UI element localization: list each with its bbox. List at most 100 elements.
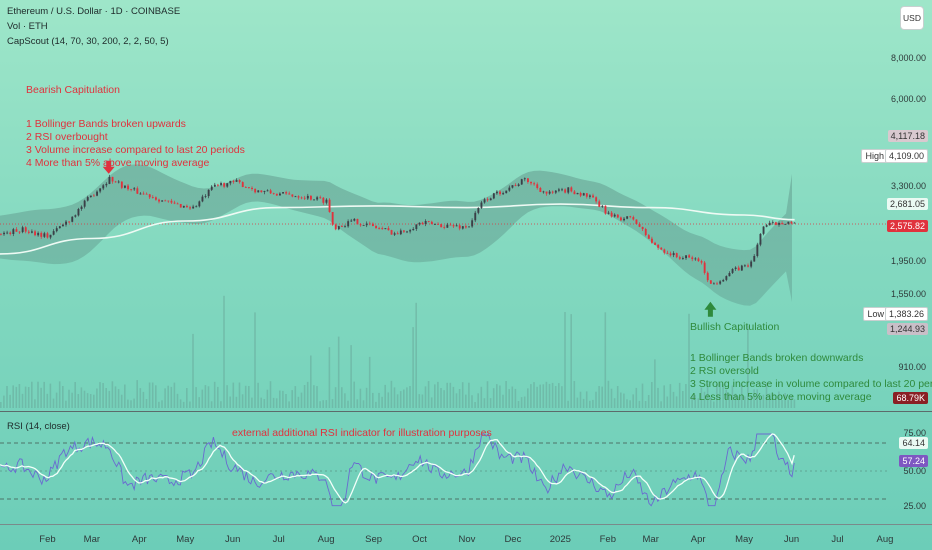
volume-bar — [539, 384, 541, 408]
volume-bar — [6, 386, 8, 408]
candle-body — [545, 191, 548, 194]
time-axis-tick: Mar — [642, 534, 659, 545]
candle-body — [725, 276, 728, 280]
candle-body — [709, 280, 712, 284]
volume-bar — [573, 381, 576, 408]
volume-bar — [641, 383, 644, 408]
volume-bar — [651, 382, 653, 408]
volume-bar — [468, 382, 470, 408]
candle-body — [217, 184, 219, 186]
time-axis-tick: Sep — [365, 534, 383, 545]
candle-body — [105, 183, 108, 186]
candle-body — [421, 222, 424, 224]
volume-bar — [117, 389, 120, 408]
volume-bar — [279, 390, 281, 408]
volume-bar — [669, 384, 672, 408]
bullish-line-4: 4 Less than 5% above moving average — [690, 391, 872, 403]
candle-body — [186, 205, 188, 208]
candle-body — [176, 203, 179, 205]
candle-body — [750, 261, 753, 267]
bearish-title: Bearish Capitulation — [26, 84, 120, 96]
candle-body — [341, 226, 343, 227]
volume-bar — [151, 382, 154, 408]
candle-body — [151, 197, 154, 198]
candle-body — [502, 193, 505, 195]
candle-body — [275, 193, 278, 196]
candle-body — [601, 205, 604, 207]
candle-body — [241, 182, 244, 187]
volume-bar — [396, 394, 399, 408]
candle-body — [511, 185, 514, 188]
pane-separator[interactable] — [0, 411, 932, 412]
candle-body — [272, 193, 275, 195]
candle-body — [620, 217, 622, 221]
candle-body — [378, 228, 381, 229]
volume-bar — [213, 381, 216, 408]
bullish-line-1: 1 Bollinger Bands broken downwards — [690, 352, 864, 364]
volume-bar — [790, 396, 793, 408]
candle-body — [359, 224, 362, 226]
candle-body — [0, 233, 2, 235]
volume-bar — [542, 384, 545, 408]
volume-bar — [21, 393, 24, 408]
currency-button[interactable]: USD — [900, 6, 924, 30]
symbol-title[interactable]: Ethereum / U.S. Dollar · 1D · COINBASE — [7, 6, 181, 17]
candle-body — [505, 190, 508, 194]
candle-body — [117, 181, 120, 183]
volume-bar — [403, 389, 405, 408]
volume-bar — [31, 381, 33, 408]
rsi-title[interactable]: RSI (14, close) — [7, 421, 70, 432]
rsi-ma-line — [0, 433, 795, 504]
volume-bar — [399, 391, 402, 408]
volume-bar — [381, 396, 383, 408]
volume-label[interactable]: Vol · ETH — [7, 21, 48, 32]
volume-bar — [768, 393, 771, 408]
volume-bar — [635, 387, 638, 408]
volume-bars — [0, 295, 796, 408]
candle-body — [781, 223, 784, 224]
candle-body — [198, 201, 201, 207]
candle-body — [148, 194, 151, 198]
volume-bar — [499, 385, 501, 408]
time-axis-tick: Jul — [272, 534, 285, 545]
volume-bar — [576, 397, 579, 408]
volume-bar — [554, 386, 557, 408]
candle-body — [124, 185, 126, 188]
volume-bar — [601, 386, 603, 408]
volume-bar — [598, 386, 600, 408]
volume-bar — [372, 392, 374, 408]
indicator-label[interactable]: CapScout (14, 70, 30, 200, 2, 2, 50, 5) — [7, 36, 169, 47]
candle-body — [133, 188, 136, 190]
candle-body — [564, 189, 567, 193]
candle-body — [300, 197, 303, 199]
candle-body — [52, 231, 55, 235]
candle-body — [771, 222, 774, 224]
candle-body — [375, 226, 377, 228]
volume-bar — [27, 387, 30, 408]
candle-body — [120, 181, 123, 188]
time-axis-tick: 2025 — [549, 534, 571, 545]
volume-bar — [263, 399, 266, 408]
candle-body — [719, 281, 722, 284]
candle-body — [145, 193, 148, 195]
candle-body — [443, 227, 446, 228]
volume-bar — [341, 387, 343, 408]
candle-body — [24, 227, 27, 232]
volume-bar — [747, 325, 749, 408]
volume-bar — [520, 397, 523, 408]
candle-body — [263, 191, 266, 192]
volume-bar — [474, 402, 476, 408]
candle-body — [610, 212, 613, 217]
volume-bar — [647, 395, 650, 408]
candle-body — [313, 199, 315, 201]
candle-body — [635, 219, 638, 224]
candle-body — [89, 195, 92, 198]
volume-bar — [527, 388, 529, 408]
candle-body — [303, 197, 306, 199]
candle-body — [632, 217, 635, 220]
candle-body — [644, 229, 647, 236]
candle-body — [415, 224, 418, 229]
candle-body — [248, 187, 250, 188]
candle-body — [713, 283, 715, 285]
